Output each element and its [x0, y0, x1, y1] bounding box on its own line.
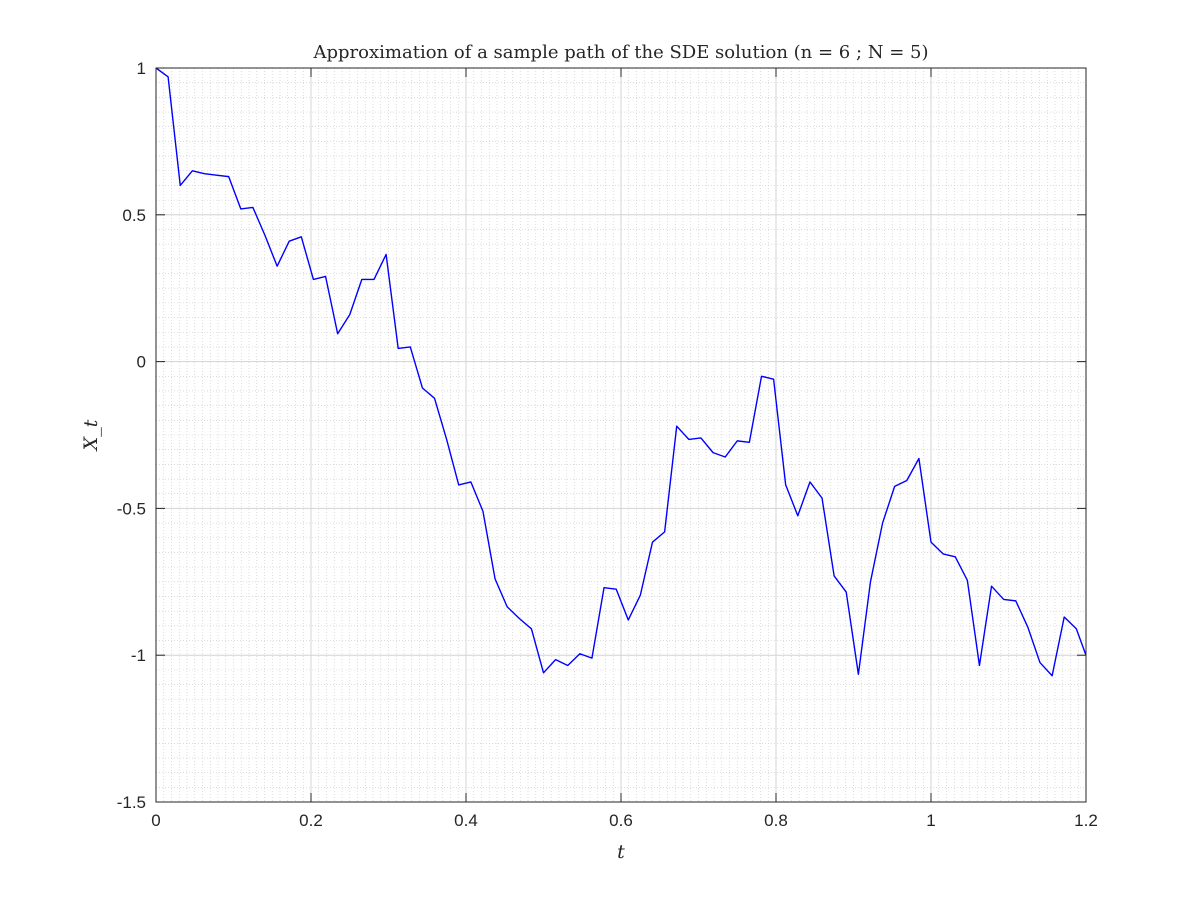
y-tick-labels: -1.5 -1 -0.5 0 0.5 1	[117, 59, 146, 812]
x-tick-label: 0.4	[454, 811, 478, 830]
x-tick-label: 0.2	[299, 811, 323, 830]
x-tick-label: 0.8	[764, 811, 788, 830]
y-tick-label: -1	[131, 646, 146, 665]
x-tick-label: 0	[151, 811, 160, 830]
y-tick-label: 0	[137, 353, 146, 372]
series-line	[155, 67, 1087, 677]
y-axis-label: X_t	[80, 419, 102, 452]
y-tick-label: 1	[137, 59, 146, 78]
x-tick-label: 1.2	[1074, 811, 1098, 830]
x-tick-label: 0.6	[609, 811, 633, 830]
ticks	[155, 67, 1087, 803]
x-tick-label: 1	[926, 811, 935, 830]
y-tick-label: -1.5	[117, 793, 146, 812]
y-tick-label: -0.5	[117, 499, 146, 518]
y-tick-label: 0.5	[122, 206, 146, 225]
chart-title: Approximation of a sample path of the SD…	[313, 42, 929, 63]
x-tick-labels: 0 0.2 0.4 0.6 0.8 1 1.2	[151, 811, 1098, 830]
x-axis-label: t	[617, 841, 625, 863]
